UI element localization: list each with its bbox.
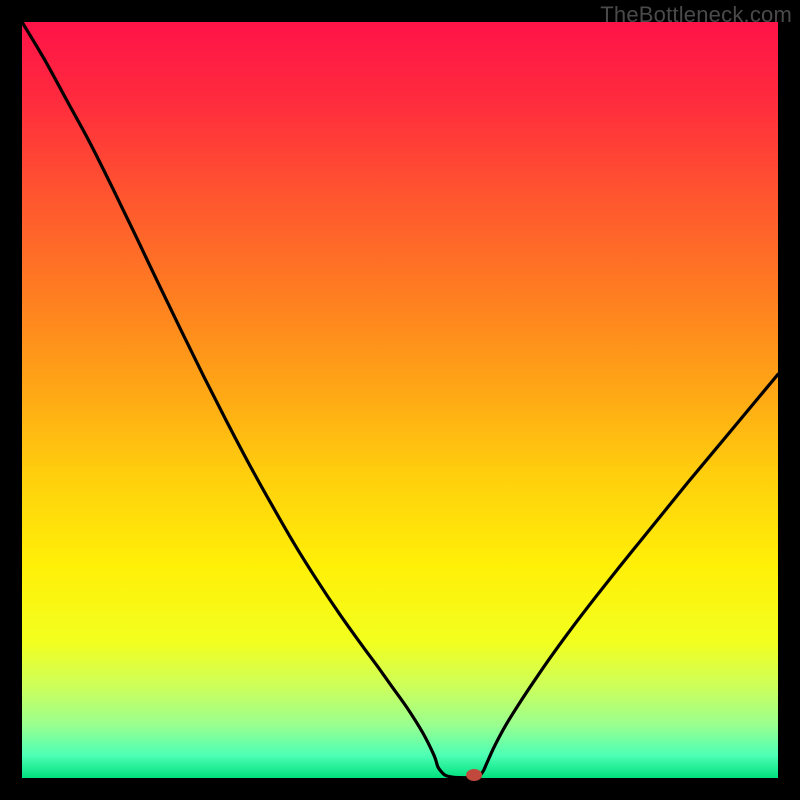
optimum-marker: [466, 769, 482, 781]
bottleneck-chart-svg: [0, 0, 800, 800]
chart-stage: TheBottleneck.com: [0, 0, 800, 800]
plot-background: [22, 22, 778, 778]
